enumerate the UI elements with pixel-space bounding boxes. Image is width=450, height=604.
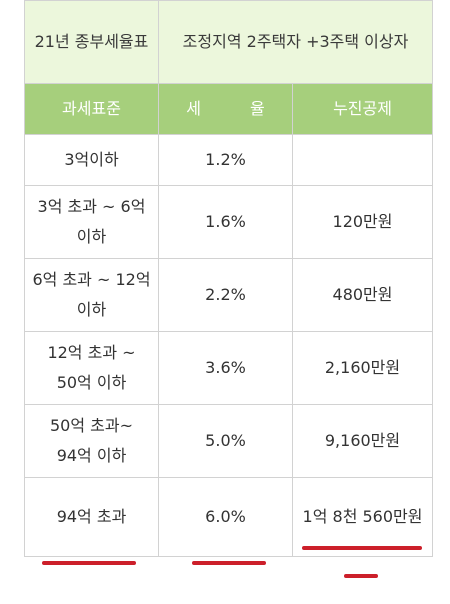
row-deduction: 2,160만원 <box>291 331 434 405</box>
header-tax-rate: 세 율 <box>158 83 293 135</box>
tax-rate-table: 21년 종부세율표 조정지역 2주택자 +3주택 이상자 과세표준 세 율 누진… <box>24 0 434 557</box>
red-underline-rate <box>192 561 266 565</box>
table-row: 12억 초과 ~ 50억 이하 3.6% 2,160만원 <box>24 331 434 405</box>
row-rate: 5.0% <box>158 404 293 478</box>
table-title-left: 21년 종부세율표 <box>24 0 159 84</box>
row-deduction: 480만원 <box>291 258 434 332</box>
red-underline-deduction-line2 <box>344 574 378 578</box>
table-row-highlighted: 94억 초과 6.0% 1억 8천 560만원 <box>24 477 434 557</box>
row-deduction: 9,160만원 <box>291 404 434 478</box>
row-bracket: 3억 초과 ~ 6억 이하 <box>24 185 159 259</box>
row-deduction <box>291 134 434 186</box>
table-title-right: 조정지역 2주택자 +3주택 이상자 <box>157 0 434 84</box>
row-bracket: 12억 초과 ~ 50억 이하 <box>24 331 159 405</box>
table-row: 3억 초과 ~ 6억 이하 1.6% 120만원 <box>24 185 434 259</box>
header-tax-rate-label: 세 율 <box>186 99 287 118</box>
row-rate: 2.2% <box>158 258 293 332</box>
row-rate: 3.6% <box>158 331 293 405</box>
row-bracket: 94억 초과 <box>24 477 159 557</box>
table-header-row: 과세표준 세 율 누진공제 <box>24 83 434 135</box>
table-row: 6억 초과 ~ 12억 이하 2.2% 480만원 <box>24 258 434 332</box>
row-rate: 1.2% <box>158 134 293 186</box>
row-bracket: 50억 초과~ 94억 이하 <box>24 404 159 478</box>
row-bracket: 6억 초과 ~ 12억 이하 <box>24 258 159 332</box>
row-deduction: 1억 8천 560만원 <box>291 477 434 557</box>
red-underline-deduction-line1 <box>302 546 422 550</box>
table-title-row: 21년 종부세율표 조정지역 2주택자 +3주택 이상자 <box>24 0 434 84</box>
header-tax-base: 과세표준 <box>24 83 159 135</box>
row-rate: 1.6% <box>158 185 293 259</box>
table-row: 3억이하 1.2% <box>24 134 434 186</box>
row-rate: 6.0% <box>158 477 293 557</box>
row-deduction: 120만원 <box>291 185 434 259</box>
tax-rate-table-container: 21년 종부세율표 조정지역 2주택자 +3주택 이상자 과세표준 세 율 누진… <box>24 0 434 584</box>
row-bracket: 3억이하 <box>24 134 159 186</box>
header-progressive-deduction: 누진공제 <box>291 83 434 135</box>
table-row: 50억 초과~ 94억 이하 5.0% 9,160만원 <box>24 404 434 478</box>
red-underline-bracket <box>42 561 136 565</box>
